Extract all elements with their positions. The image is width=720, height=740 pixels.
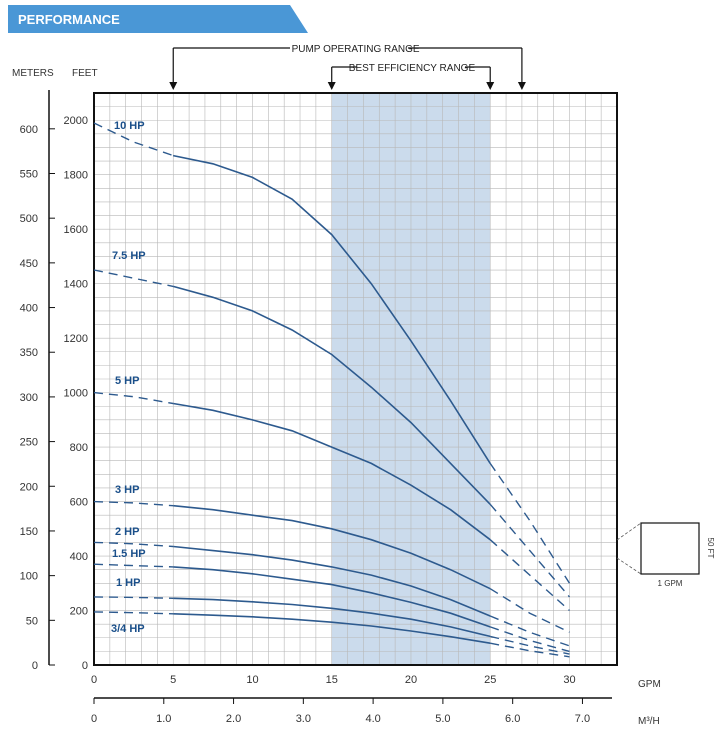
meters-tick-label: 250 [20, 437, 38, 449]
meters-tick-label: 50 [26, 615, 38, 627]
feet-tick-label: 600 [70, 497, 88, 509]
feet-tick-label: 0 [82, 660, 88, 672]
feet-tick-label: 800 [70, 442, 88, 454]
gpm-tick-label: 0 [91, 674, 97, 686]
curve-solid [173, 154, 491, 464]
banner-title: PERFORMANCE [18, 12, 120, 27]
feet-tick-label: 200 [70, 606, 88, 618]
m3h-tick-label: 6.0 [505, 713, 520, 725]
m3h-tick-label: 0 [91, 713, 97, 725]
curve-label: 1 HP [116, 577, 140, 589]
curve-label: 10 HP [114, 120, 145, 132]
efficiency-range-label: BEST EFFICIENCY RANGE [349, 63, 476, 74]
gpm-tick-label: 10 [246, 674, 258, 686]
meters-tick-label: 450 [20, 258, 38, 270]
banner-background [8, 5, 308, 33]
feet-tick-label: 2000 [64, 115, 88, 127]
scale-box [640, 522, 700, 575]
gpm-tick-label: 20 [405, 674, 417, 686]
scale-guide-top [616, 522, 642, 541]
feet-tick-label: 1600 [64, 224, 88, 236]
efficiency-range-arrow-left-head [327, 82, 336, 90]
curve-label: 3 HP [115, 484, 139, 496]
operating-range-arrow-right-head [517, 82, 526, 90]
meters-tick-label: 500 [20, 213, 38, 225]
gpm-tick-label: 15 [326, 674, 338, 686]
curve-dashed-start [93, 500, 174, 507]
operating-range-label: PUMP OPERATING RANGE [292, 44, 420, 55]
m3h-tick-label: 5.0 [435, 713, 450, 725]
curve-dashed-end [489, 588, 570, 633]
meters-tick-label: 600 [20, 124, 38, 136]
curve-label: 5 HP [115, 375, 139, 387]
curve-dashed-end [489, 615, 570, 647]
scale-guide-bottom [616, 557, 642, 575]
curve-dashed-end [489, 503, 571, 598]
curve-label: 3/4 HP [111, 623, 145, 635]
curve-dashed-start [93, 391, 174, 405]
scale-box-width-label: 1 GPM [658, 579, 683, 588]
feet-tick-label: 1200 [64, 333, 88, 345]
feet-tick-label: 1400 [64, 279, 88, 291]
curve-solid [173, 545, 491, 617]
meters-axis-title: METERS [12, 68, 54, 79]
gpm-tick-label: 25 [484, 674, 496, 686]
curve-dashed-end [489, 626, 570, 653]
operating-range-arrow-left-head [169, 82, 178, 90]
curve-dashed-end [490, 635, 570, 655]
meters-tick-label: 0 [32, 660, 38, 672]
curve-label: 1.5 HP [112, 548, 146, 560]
curve-dashed-end [489, 463, 571, 584]
efficiency-range-arrow-right-head [486, 82, 495, 90]
m3h-tick-label: 7.0 [575, 713, 590, 725]
curve-solid [173, 613, 491, 644]
curve-dashed-start [93, 269, 174, 288]
feet-tick-label: 1000 [64, 388, 88, 400]
curve-dashed-start [93, 541, 174, 548]
m3h-tick-label: 2.0 [226, 713, 241, 725]
meters-tick-label: 550 [20, 168, 38, 180]
banner: PERFORMANCE [8, 5, 308, 33]
meters-tick-label: 150 [20, 526, 38, 538]
meters-tick-label: 100 [20, 571, 38, 583]
curve-solid [173, 504, 491, 590]
curve-solid [173, 597, 491, 638]
feet-tick-label: 1800 [64, 170, 88, 182]
curve-solid [173, 402, 491, 541]
curve-dashed-start [93, 563, 174, 568]
curve-label: 7.5 HP [112, 250, 146, 262]
curve-label: 2 HP [115, 526, 139, 538]
curve-dashed-start [93, 596, 174, 599]
meters-tick-label: 200 [20, 481, 38, 493]
feet-tick-label: 400 [70, 551, 88, 563]
curve-dashed-end [490, 642, 570, 658]
m3h-tick-label: 1.0 [156, 713, 171, 725]
gpm-tick-label: 5 [170, 674, 176, 686]
scale-box-height-label: 50 FT [706, 538, 715, 559]
meters-tick-label: 300 [20, 392, 38, 404]
plot-frame [93, 92, 618, 666]
m3h-tick-label: 3.0 [296, 713, 311, 725]
gpm-tick-label: 30 [563, 674, 575, 686]
meters-tick-label: 350 [20, 347, 38, 359]
curve-dashed-end [489, 539, 570, 612]
curve-solid [173, 566, 491, 628]
gpm-axis-title: GPM [638, 679, 661, 690]
m3h-axis-title: M³/H [638, 716, 660, 727]
m3h-tick-label: 4.0 [365, 713, 380, 725]
meters-tick-label: 400 [20, 303, 38, 315]
feet-axis-title: FEET [72, 68, 98, 79]
curve-dashed-start [93, 611, 174, 615]
curve-solid [172, 285, 491, 505]
